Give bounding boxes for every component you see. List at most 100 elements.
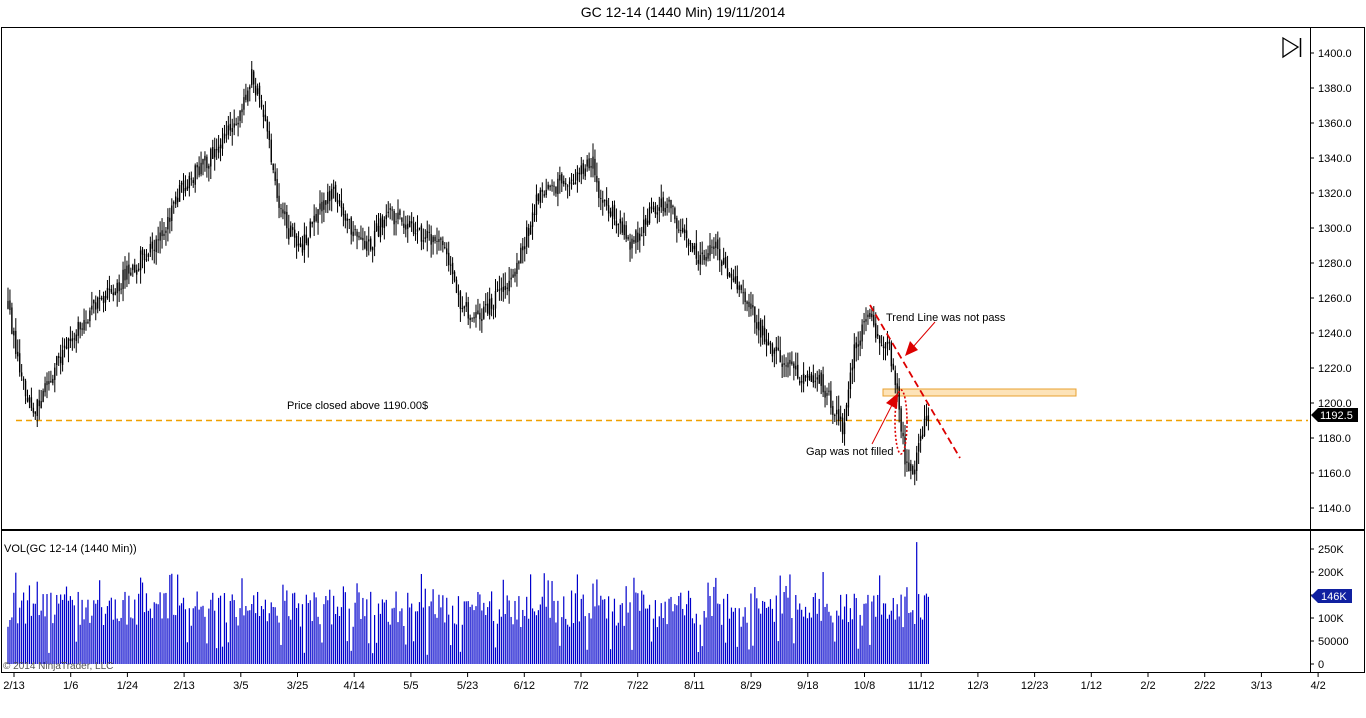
candle-body	[886, 341, 889, 345]
volume-bar	[590, 618, 592, 664]
volume-bar	[438, 594, 440, 664]
candle-body	[85, 322, 87, 324]
trend-line[interactable]	[869, 304, 961, 459]
candle-body	[331, 188, 333, 200]
candle-body	[781, 363, 783, 367]
volume-bar	[182, 597, 185, 664]
candle-body	[192, 180, 194, 184]
candle-body	[180, 182, 183, 185]
volume-bar	[58, 603, 60, 664]
candle-body	[284, 211, 286, 215]
chart-title: GC 12-14 (1440 Min) 19/11/2014	[580, 4, 786, 20]
candle-body	[301, 244, 304, 253]
candle-body	[473, 317, 475, 319]
candle-body	[810, 373, 813, 382]
volume-bar	[668, 598, 670, 664]
candle-body	[779, 350, 781, 363]
gap-arrow-head	[886, 393, 898, 409]
volume-bar	[163, 593, 165, 664]
candle-body	[631, 238, 633, 249]
volume-bar	[604, 599, 606, 664]
volume-bar	[108, 600, 110, 664]
candle-body	[54, 367, 56, 380]
volume-bar	[489, 601, 491, 664]
volume-bar	[717, 603, 719, 664]
price-tick-label: 1380.0	[1318, 83, 1352, 95]
volume-bar	[173, 614, 175, 664]
last-price-badge: 1192.5	[1311, 408, 1358, 422]
candle-body	[617, 223, 620, 225]
volume-bar	[331, 624, 333, 664]
candle-body	[797, 364, 799, 379]
candle-body	[804, 376, 807, 378]
volume-bar	[411, 603, 413, 664]
volume-bar	[56, 594, 58, 664]
candle-body	[19, 353, 21, 373]
candle-body	[65, 347, 68, 349]
gap-ellipse[interactable]	[894, 389, 908, 455]
volume-bar	[264, 599, 266, 664]
candle-body	[206, 156, 208, 169]
candle-body	[26, 397, 29, 402]
volume-bar	[311, 621, 313, 664]
volume-bar	[647, 608, 649, 664]
candle-body	[802, 373, 805, 384]
candle-body	[219, 144, 222, 149]
candle-body	[625, 225, 627, 239]
candle-body	[736, 276, 738, 290]
time-tick-label: 11/12	[908, 680, 935, 692]
play-to-end-icon[interactable]	[1282, 36, 1302, 59]
time-tick-label: 2/13	[3, 680, 24, 692]
time-tick-label: 6/12	[514, 680, 535, 692]
candle-body	[442, 240, 444, 246]
price-tick-label: 1280.0	[1318, 258, 1352, 270]
volume-bar	[485, 615, 487, 664]
volume-bar	[387, 621, 389, 664]
volume-bar	[549, 617, 551, 664]
volume-bar	[97, 599, 99, 664]
volume-bar	[707, 582, 709, 664]
candle-body	[834, 415, 836, 417]
candle-body	[697, 259, 699, 264]
volume-bar	[319, 624, 321, 664]
volume-bar	[705, 617, 707, 664]
candle-body	[600, 198, 602, 200]
volume-bar	[457, 596, 460, 664]
candle-body	[438, 239, 440, 242]
volume-bar	[426, 654, 428, 664]
candle-body	[245, 94, 247, 100]
candle-body	[167, 217, 169, 230]
volume-bar	[34, 603, 36, 664]
candle-body	[102, 296, 105, 304]
candle-body	[175, 196, 177, 205]
candle-body	[565, 183, 567, 185]
candle-body	[678, 229, 680, 231]
volume-bar	[498, 609, 500, 664]
candle-body	[709, 245, 711, 256]
volume-bar	[286, 590, 288, 664]
volume-bar	[689, 597, 692, 664]
candle-body	[841, 417, 844, 435]
volume-bar	[106, 606, 109, 664]
candle-body	[212, 147, 214, 159]
candle-body	[350, 217, 352, 235]
candle-body	[340, 201, 343, 208]
candle-body	[750, 303, 752, 309]
candle-body	[444, 246, 446, 249]
volume-bar	[567, 624, 569, 664]
volume-bar	[686, 604, 688, 664]
price-tick-label: 1180.0	[1318, 433, 1351, 445]
resistance-zone[interactable]	[882, 388, 1077, 397]
volume-bar	[541, 596, 543, 664]
volume-bar	[639, 610, 641, 664]
candle-body	[527, 228, 530, 236]
volume-bar	[871, 601, 873, 664]
candle-body	[100, 298, 103, 300]
volume-bar	[491, 591, 493, 664]
candle-body	[549, 185, 551, 188]
candle-body	[332, 186, 335, 189]
candle-body	[346, 218, 348, 221]
candle-body	[151, 241, 153, 249]
volume-axis: 250K200K150K100K500000	[1310, 544, 1349, 671]
